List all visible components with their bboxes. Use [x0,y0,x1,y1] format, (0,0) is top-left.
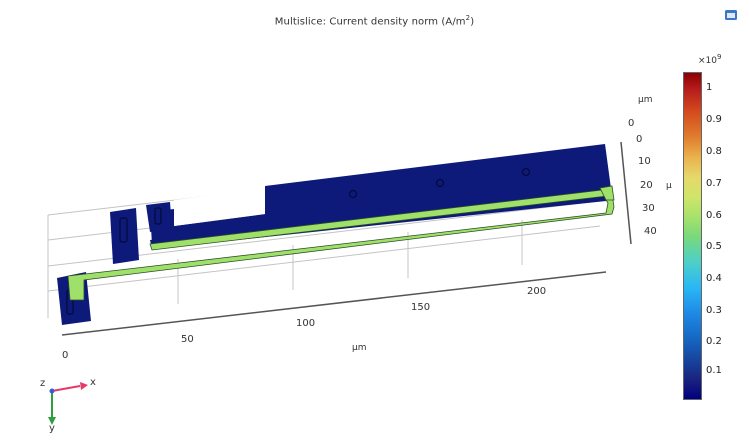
x-tick-200: 200 [527,286,547,297]
conductor-bend [599,185,615,201]
triad-x-label: x [90,377,96,388]
y-unit-short: µ [666,181,672,191]
via-3 [521,167,531,177]
x-axis-unit: µm [352,343,367,353]
x-tick-0: 0 [62,350,69,361]
axis-orientation-triad: z x y [36,373,106,437]
triad-y-label: y [49,423,55,434]
plot-title-close: ) [470,16,475,28]
contact-slot-1 [119,217,128,243]
x-tick-100: 100 [296,318,316,329]
colorbar-tick-0.6: 0.6 [706,210,722,221]
triad-arrows [48,382,88,425]
colorbar-tick-0.7: 0.7 [706,178,722,189]
domain-block-left [110,208,139,264]
z-tick-0: 0 [628,118,635,129]
y-axis-line [620,141,632,245]
conductor-trace-lower [67,193,615,301]
y-tick-10: 10 [638,156,651,167]
colorbar-multiplier: ×109 [698,53,721,66]
colorbar-multiplier-base: ×10 [698,56,717,66]
domain-upper-block [150,144,612,244]
x-tick-150: 150 [411,302,431,313]
plot-title: Multislice: Current density norm (A/m2) [0,14,749,27]
x-tick-50: 50 [181,334,194,345]
contact-slot-2 [154,207,162,225]
y-tick-20: 20 [640,180,653,191]
colorbar-tick-0.3: 0.3 [706,305,722,316]
y-tick-30: 30 [642,203,655,214]
y-tick-40: 40 [644,226,657,237]
triad-z-label: z [40,378,46,389]
y-tick-0: 0 [636,134,643,145]
colorbar-tick-0.2: 0.2 [706,336,722,347]
colorbar-tick-0.8: 0.8 [706,146,722,157]
via-2 [435,178,445,188]
colorbar-tick-0.4: 0.4 [706,273,722,284]
colorbar-multiplier-exp: 9 [717,53,722,61]
colorbar-tick-0.1: 0.1 [706,365,722,376]
via-1 [348,189,358,199]
plot-title-exponent: 2 [465,14,471,22]
window-restore-icon[interactable] [724,9,738,21]
domain-notch [174,188,265,226]
colorbar-tick-0.9: 0.9 [706,114,722,125]
colorbar-tick-0.5: 0.5 [706,241,722,252]
x-axis-line [61,271,607,336]
domain-block-mid [146,202,172,232]
colorbar-tick-1: 1 [706,82,713,93]
plot-title-text: Multislice: Current density norm (A/m [274,16,466,28]
y-axis-unit: µm [638,95,653,105]
colorbar [683,72,702,400]
